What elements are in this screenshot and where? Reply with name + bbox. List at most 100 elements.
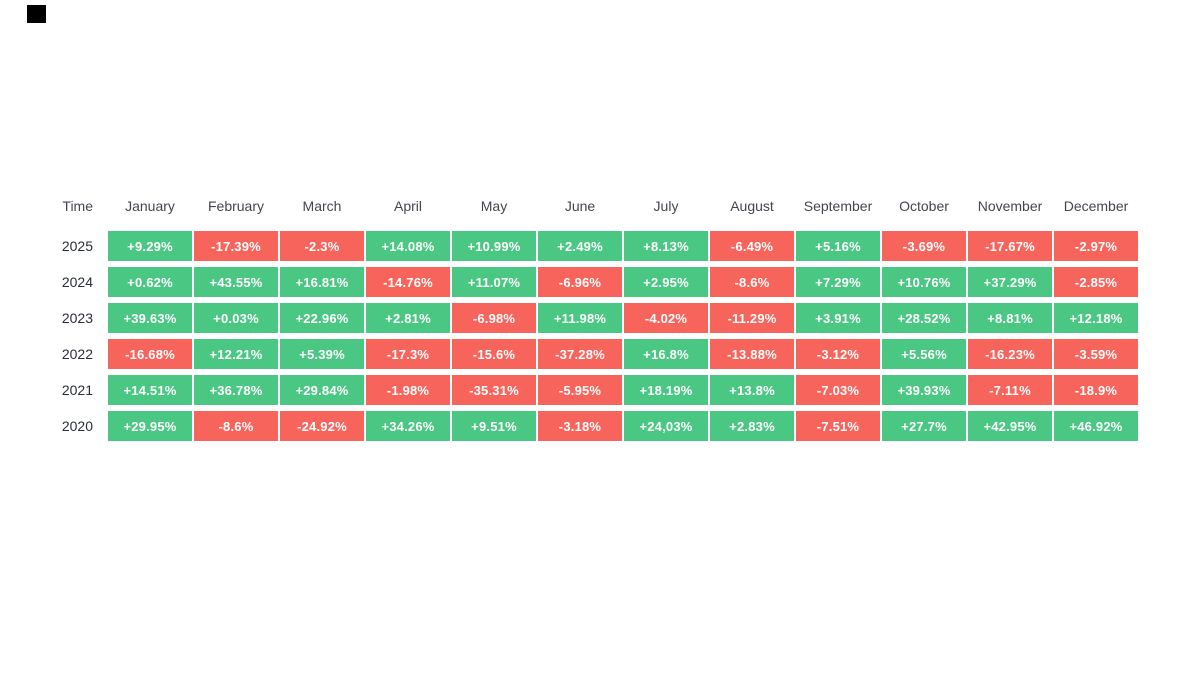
- year-label: 2023: [61, 310, 93, 326]
- table-row: 2025 +9.29% -17.39% -2.3% +14.08% +10.99% +2.4…: [0, 231, 1139, 261]
- column-header: September: [803, 198, 873, 214]
- return-cell: +5.56%: [881, 339, 967, 369]
- return-cell: -18.9%: [1053, 375, 1139, 405]
- return-cell: +13.8%: [709, 375, 795, 405]
- column-header: October: [899, 198, 949, 214]
- monthly-returns-table: Time January February March April May June Jul…: [0, 196, 1139, 447]
- return-cell: +10.99%: [451, 231, 537, 261]
- black-square-logo: [27, 5, 46, 23]
- return-cell: +2.83%: [709, 411, 795, 441]
- return-cell: -6.98%: [451, 303, 537, 333]
- return-cell: -17.3%: [365, 339, 451, 369]
- return-cell: -3.59%: [1053, 339, 1139, 369]
- return-cell: -16.23%: [967, 339, 1053, 369]
- return-cell: +42.95%: [967, 411, 1053, 441]
- return-cell: +11.98%: [537, 303, 623, 333]
- year-label: 2021: [61, 382, 93, 398]
- return-cell: -4.02%: [623, 303, 709, 333]
- column-header: July: [653, 198, 679, 214]
- return-cell: -7.03%: [795, 375, 881, 405]
- year-label: 2020: [61, 418, 93, 434]
- return-cell: +36.78%: [193, 375, 279, 405]
- return-cell: +11.07%: [451, 267, 537, 297]
- return-cell: +5.39%: [279, 339, 365, 369]
- return-cell: +12.18%: [1053, 303, 1139, 333]
- return-cell: -17.67%: [967, 231, 1053, 261]
- return-cell: -7.11%: [967, 375, 1053, 405]
- table-row: 2022 -16.68% +12.21% +5.39% -17.3% -15.6% -37.…: [0, 339, 1139, 369]
- return-cell: +5.16%: [795, 231, 881, 261]
- return-cell: +2.81%: [365, 303, 451, 333]
- year-label: 2025: [61, 238, 93, 254]
- return-cell: -6.96%: [537, 267, 623, 297]
- table-body: 2025 +9.29% -17.39% -2.3% +14.08% +10.99% +2.4…: [0, 231, 1139, 441]
- return-cell: -11.29%: [709, 303, 795, 333]
- year-label: 2022: [61, 346, 93, 362]
- return-cell: -8.6%: [709, 267, 795, 297]
- column-header: January: [125, 198, 175, 214]
- return-cell: -3.18%: [537, 411, 623, 441]
- column-header: November: [977, 198, 1043, 214]
- return-cell: +0.62%: [107, 267, 193, 297]
- return-cell: -3.12%: [795, 339, 881, 369]
- return-cell: +7.29%: [795, 267, 881, 297]
- return-cell: +39.63%: [107, 303, 193, 333]
- time-column-header: Time: [62, 198, 93, 214]
- return-cell: -15.6%: [451, 339, 537, 369]
- return-cell: +39.93%: [881, 375, 967, 405]
- return-cell: +10.76%: [881, 267, 967, 297]
- return-cell: +12.21%: [193, 339, 279, 369]
- return-cell: +14.51%: [107, 375, 193, 405]
- return-cell: +27.7%: [881, 411, 967, 441]
- table-header-row: Time January February March April May June Jul…: [0, 196, 1139, 216]
- return-cell: -24.92%: [279, 411, 365, 441]
- return-cell: +3.91%: [795, 303, 881, 333]
- return-cell: +29.95%: [107, 411, 193, 441]
- table-row: 2021 +14.51% +36.78% +29.84% -1.98% -35.31% -5…: [0, 375, 1139, 405]
- return-cell: -2.3%: [279, 231, 365, 261]
- return-cell: +8.13%: [623, 231, 709, 261]
- table-row: 2024 +0.62% +43.55% +16.81% -14.76% +11.07% -6…: [0, 267, 1139, 297]
- return-cell: +8.81%: [967, 303, 1053, 333]
- return-cell: -37.28%: [537, 339, 623, 369]
- return-cell: +28.52%: [881, 303, 967, 333]
- return-cell: +37.29%: [967, 267, 1053, 297]
- return-cell: +43.55%: [193, 267, 279, 297]
- return-cell: +18.19%: [623, 375, 709, 405]
- return-cell: +24,03%: [623, 411, 709, 441]
- return-cell: -5.95%: [537, 375, 623, 405]
- column-header: June: [564, 198, 596, 214]
- return-cell: +16.8%: [623, 339, 709, 369]
- return-cell: -6.49%: [709, 231, 795, 261]
- return-cell: +34.26%: [365, 411, 451, 441]
- return-cell: +22.96%: [279, 303, 365, 333]
- return-cell: -14.76%: [365, 267, 451, 297]
- return-cell: +2.49%: [537, 231, 623, 261]
- return-cell: -3.69%: [881, 231, 967, 261]
- return-cell: -8.6%: [193, 411, 279, 441]
- column-header: April: [393, 198, 422, 214]
- column-header: February: [207, 198, 265, 214]
- return-cell: +14.08%: [365, 231, 451, 261]
- column-header: August: [730, 198, 774, 214]
- return-cell: -7.51%: [795, 411, 881, 441]
- year-label: 2024: [61, 274, 93, 290]
- return-cell: +9.29%: [107, 231, 193, 261]
- return-cell: -13.88%: [709, 339, 795, 369]
- return-cell: +2.95%: [623, 267, 709, 297]
- return-cell: +29.84%: [279, 375, 365, 405]
- return-cell: +0.03%: [193, 303, 279, 333]
- column-header: March: [302, 198, 342, 214]
- return-cell: -2.85%: [1053, 267, 1139, 297]
- column-header: May: [480, 198, 508, 214]
- table-row: 2023 +39.63% +0.03% +22.96% +2.81% -6.98% +11.…: [0, 303, 1139, 333]
- return-cell: -17.39%: [193, 231, 279, 261]
- return-cell: -35.31%: [451, 375, 537, 405]
- column-header: December: [1063, 198, 1129, 214]
- return-cell: +9.51%: [451, 411, 537, 441]
- return-cell: +46.92%: [1053, 411, 1139, 441]
- return-cell: -16.68%: [107, 339, 193, 369]
- return-cell: -2.97%: [1053, 231, 1139, 261]
- return-cell: +16.81%: [279, 267, 365, 297]
- table-row: 2020 +29.95% -8.6% -24.92% +34.26% +9.51% -3.1…: [0, 411, 1139, 441]
